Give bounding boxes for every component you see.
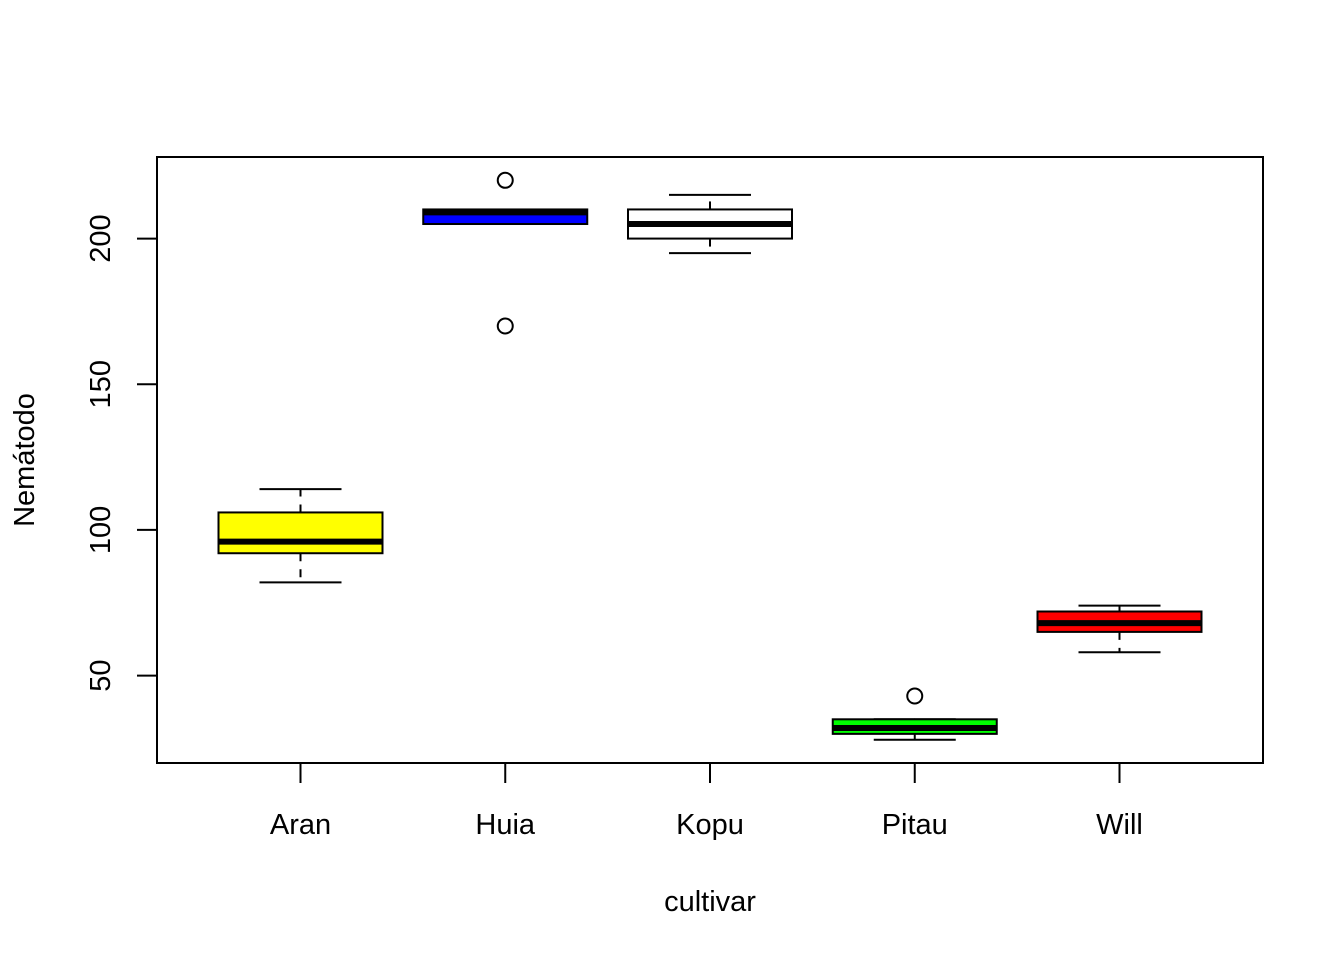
- x-tick-label: Aran: [270, 809, 331, 841]
- x-axis-title: cultivar: [664, 886, 756, 918]
- box-group: [1036, 604, 1203, 654]
- x-tick-label: Will: [1096, 809, 1143, 841]
- x-tick-label: Pitau: [882, 809, 948, 841]
- x-tick-label: Huia: [475, 809, 536, 841]
- x-tick-label: Kopu: [676, 809, 744, 841]
- y-axis: 50 100 150 200: [85, 214, 158, 692]
- outlier-point: [496, 171, 514, 189]
- box-group: [422, 171, 589, 335]
- boxes-layer: [217, 171, 1203, 741]
- y-tick-label: 150: [85, 360, 117, 408]
- box-iqr: [217, 511, 384, 555]
- outlier-point: [496, 317, 514, 335]
- box-group: [627, 193, 793, 255]
- plot-frame: [156, 156, 1264, 764]
- y-tick-label: 200: [85, 214, 117, 262]
- box-group: [217, 488, 384, 584]
- x-axis: Aran Huia Kopu Pitau Will: [270, 762, 1143, 841]
- box-group: [831, 687, 998, 741]
- y-tick-label: 100: [85, 506, 117, 554]
- y-axis-title: Nemátodo: [9, 393, 41, 527]
- outlier-point: [906, 687, 924, 705]
- y-tick-label: 50: [85, 659, 117, 691]
